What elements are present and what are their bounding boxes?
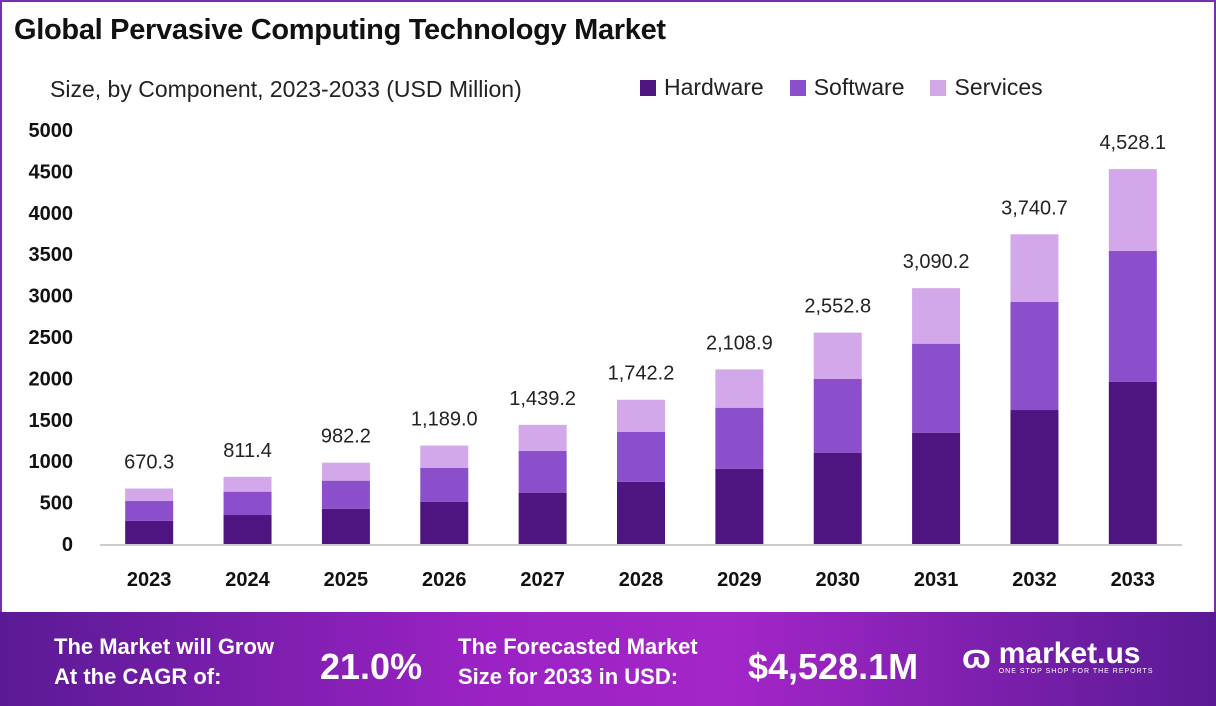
x-tick-label: 2026 [422, 569, 467, 591]
bar-segment-software [715, 407, 764, 469]
bar-segment-hardware [715, 468, 764, 544]
bar-segment-services [912, 288, 961, 344]
bar-segment-services [1108, 169, 1157, 251]
bar-segment-services [617, 399, 665, 432]
bar-segment-hardware [617, 481, 665, 544]
bar-segment-software [518, 451, 567, 493]
bar-segment-software [125, 501, 174, 521]
stacked-bar-chart: 0 500 1000 1500 2000 2500 3000 3500 4000 4500 5000… [29, 120, 1182, 591]
bar-segment-services [125, 488, 174, 502]
cagr-label: The Market will Grow At the CAGR of: [54, 632, 274, 692]
total-data-label: 1,189.0 [411, 409, 478, 431]
bar-segment-hardware [321, 508, 370, 544]
legend-item-hardware: Hardware [640, 74, 764, 101]
x-tick-label: 2033 [1111, 569, 1156, 591]
bar-segment-software [420, 467, 469, 502]
legend-item-services: Services [930, 74, 1043, 101]
summary-banner: The Market will Grow At the CAGR of: 21.0… [0, 612, 1216, 706]
legend-swatch [640, 79, 656, 96]
bar-segment-hardware [1010, 410, 1059, 544]
total-data-label: 2,552.8 [804, 296, 871, 318]
bar-segment-services [321, 462, 370, 481]
cagr-label-line2: At the CAGR of: [54, 664, 222, 689]
bar-segment-hardware [420, 501, 469, 544]
y-tick-label: 3500 [29, 244, 74, 266]
total-data-label: 2,108.9 [706, 332, 773, 354]
logo-text: market.us [998, 637, 1141, 670]
forecast-label: The Forecasted Market Size for 2033 in US… [458, 632, 698, 692]
bar-segment-software [912, 343, 961, 433]
cagr-value: 21.0% [320, 646, 423, 687]
bar-segment-hardware [813, 452, 862, 544]
bar-segment-services [518, 424, 567, 452]
chart-title: Global Pervasive Computing Technology Ma… [14, 14, 666, 46]
x-tick-label: 2023 [127, 569, 172, 591]
total-data-label: 811.4 [223, 440, 272, 462]
y-tick-label: 4500 [29, 161, 74, 183]
bar-segment-services [813, 332, 862, 379]
legend-swatch [789, 79, 806, 96]
logo-mark-icon: ɷ [962, 638, 991, 676]
market-us-logo: ɷ market.us ONE STOP SHOP FOR THE REPORTS [962, 638, 1154, 677]
y-tick-label: 0 [62, 534, 73, 556]
total-data-label: 4,528.1 [1099, 132, 1166, 154]
total-data-label: 3,090.2 [903, 251, 970, 273]
bar-segment-hardware [1108, 381, 1157, 544]
x-tick-label: 2028 [619, 569, 664, 591]
legend-swatch [930, 79, 947, 96]
total-data-label: 1,742.2 [608, 363, 675, 385]
total-data-label: 982.2 [321, 426, 371, 448]
y-tick-label: 2500 [29, 327, 74, 349]
legend-label: Services [954, 74, 1043, 100]
y-tick-label: 500 [40, 493, 73, 515]
x-tick-label: 2031 [914, 569, 959, 591]
y-tick-label: 5000 [29, 120, 74, 142]
legend-label: Hardware [664, 74, 764, 100]
bar-segment-hardware [125, 520, 174, 544]
y-tick-label: 4000 [29, 203, 74, 225]
legend: Hardware Software Services [640, 74, 1043, 101]
bar-segment-software [617, 431, 665, 482]
bar-segment-software [813, 378, 862, 453]
y-tick-label: 3000 [29, 286, 74, 308]
y-tick-label: 1000 [29, 451, 74, 473]
bar-segment-software [321, 480, 370, 509]
x-tick-label: 2025 [324, 569, 369, 591]
logo-tagline: ONE STOP SHOP FOR THE REPORTS [998, 668, 1154, 675]
legend-item-software: Software [789, 74, 905, 101]
total-data-label: 670.3 [124, 451, 174, 473]
x-tick-label: 2027 [520, 569, 565, 591]
bar-segment-software [1010, 301, 1059, 411]
cagr-label-line1: The Market will Grow [54, 634, 275, 659]
forecast-label-line1: The Forecasted Market [458, 634, 698, 659]
bar-segment-services [223, 476, 272, 492]
bar-segment-hardware [912, 432, 961, 544]
bar-segment-software [223, 491, 272, 516]
x-tick-label: 2024 [225, 569, 270, 591]
x-tick-label: 2032 [1012, 569, 1057, 591]
x-tick-label: 2029 [717, 569, 762, 591]
chart-frame [0, 0, 1216, 612]
bar-segment-services [420, 445, 469, 468]
chart-subtitle: Size, by Component, 2023-2033 (USD Milli… [50, 76, 522, 102]
bar-segment-hardware [518, 492, 567, 544]
bar-segment-services [1010, 234, 1059, 302]
bar-segment-software [1108, 250, 1157, 382]
forecast-label-line2: Size for 2033 in USD: [458, 664, 679, 689]
bar-segment-hardware [223, 515, 272, 544]
total-data-label: 1,439.2 [509, 388, 576, 410]
y-tick-label: 1500 [29, 410, 74, 432]
total-data-label: 3,740.7 [1001, 197, 1068, 219]
y-tick-label: 2000 [29, 368, 74, 390]
bar-segment-services [715, 369, 764, 408]
x-tick-label: 2030 [815, 569, 860, 591]
legend-label: Software [813, 74, 905, 100]
forecast-value: $4,528.1M [748, 646, 919, 687]
